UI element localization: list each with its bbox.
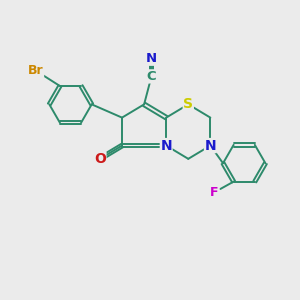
Text: O: O	[94, 152, 106, 166]
Text: N: N	[205, 139, 216, 153]
Text: N: N	[160, 139, 172, 153]
Text: S: S	[183, 98, 193, 111]
Text: C: C	[147, 70, 156, 83]
Text: F: F	[210, 186, 219, 199]
Text: Br: Br	[28, 64, 44, 77]
Text: N: N	[146, 52, 157, 65]
